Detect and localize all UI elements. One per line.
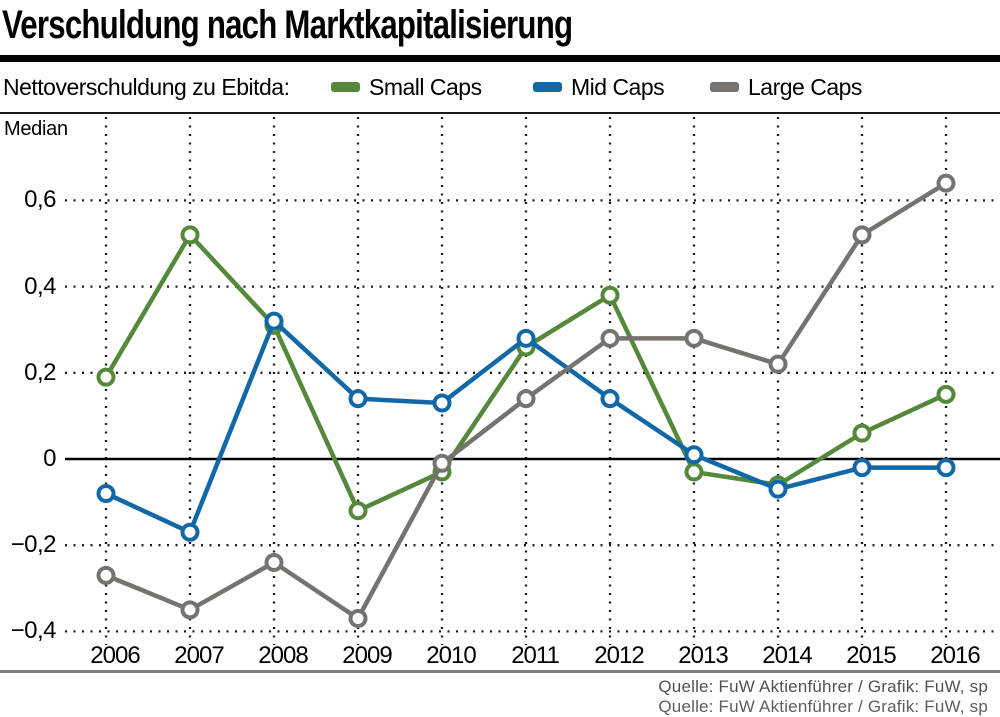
y-tick-label: −0,4 — [10, 617, 57, 645]
x-tick-label: 2008 — [258, 642, 308, 669]
legend-caption: Nettoverschuldung zu Ebitda: — [3, 74, 290, 100]
legend-item-large-caps: Large Caps — [710, 73, 862, 101]
y-axis-title: Median — [4, 118, 68, 140]
data-point-small-caps-2013 — [684, 462, 704, 482]
data-point-large-caps-2008 — [264, 552, 284, 572]
source-credit-clipped: Quelle: FuW Aktienführer / Grafik: FuW, … — [658, 697, 988, 716]
y-tick-label: 0,2 — [24, 358, 56, 386]
x-tick-label: 2016 — [930, 642, 980, 669]
data-point-mid-caps-2010 — [432, 393, 452, 413]
data-point-large-caps-2016 — [936, 173, 956, 193]
data-point-large-caps-2006 — [96, 565, 116, 585]
legend-divider-rule — [0, 112, 1000, 114]
data-point-mid-caps-2016 — [936, 458, 956, 478]
data-point-large-caps-2009 — [348, 608, 368, 628]
page-title: Verschuldung nach Marktkapitalisierung — [2, 3, 573, 47]
legend-item-small-caps: Small Caps — [331, 73, 482, 101]
data-point-mid-caps-2009 — [348, 389, 368, 409]
x-tick-label: 2010 — [426, 642, 476, 669]
footer-rule — [0, 670, 1000, 673]
legend-swatch-mid-caps — [533, 82, 562, 92]
data-point-large-caps-2012 — [600, 328, 620, 348]
data-point-mid-caps-2006 — [96, 483, 116, 503]
legend-label-large-caps: Large Caps — [748, 74, 862, 100]
data-point-mid-caps-2013 — [684, 445, 704, 465]
y-tick-label: −0,2 — [10, 531, 57, 559]
y-tick-label: 0,4 — [24, 272, 56, 300]
data-point-mid-caps-2007 — [180, 522, 200, 542]
x-tick-label: 2007 — [174, 642, 224, 669]
legend-swatch-large-caps — [710, 82, 739, 92]
legend: Nettoverschuldung zu Ebitda: Small Caps … — [0, 73, 1000, 101]
y-tick-label: 0,6 — [24, 186, 56, 214]
data-point-mid-caps-2015 — [852, 458, 872, 478]
data-point-small-caps-2006 — [96, 367, 116, 387]
x-tick-label: 2006 — [90, 642, 140, 669]
data-point-large-caps-2014 — [768, 354, 788, 374]
data-point-large-caps-2013 — [684, 328, 704, 348]
x-tick-label: 2014 — [762, 642, 812, 669]
x-tick-label: 2013 — [678, 642, 728, 669]
data-point-large-caps-2007 — [180, 600, 200, 620]
y-tick-label: 0 — [43, 445, 56, 472]
data-point-small-caps-2015 — [852, 423, 872, 443]
data-point-large-caps-2015 — [852, 225, 872, 245]
legend-item-mid-caps: Mid Caps — [533, 73, 665, 101]
data-point-mid-caps-2014 — [768, 479, 788, 499]
data-point-small-caps-2009 — [348, 501, 368, 521]
data-point-small-caps-2012 — [600, 285, 620, 305]
legend-label-mid-caps: Mid Caps — [571, 74, 665, 100]
data-point-small-caps-2007 — [180, 225, 200, 245]
x-tick-label: 2015 — [846, 642, 896, 669]
data-point-large-caps-2011 — [516, 389, 536, 409]
data-point-small-caps-2016 — [936, 384, 956, 404]
x-tick-label: 2011 — [511, 642, 560, 669]
data-point-large-caps-2010 — [432, 453, 452, 473]
data-point-mid-caps-2008 — [264, 311, 284, 331]
x-tick-label: 2009 — [342, 642, 392, 669]
source-credit: Quelle: FuW Aktienführer / Grafik: FuW, … — [658, 677, 988, 696]
x-tick-label: 2012 — [594, 642, 644, 669]
legend-swatch-small-caps — [331, 82, 360, 92]
legend-label-small-caps: Small Caps — [369, 74, 482, 100]
data-point-mid-caps-2012 — [600, 389, 620, 409]
title-divider-rule — [0, 55, 1000, 62]
data-point-mid-caps-2011 — [516, 328, 536, 348]
